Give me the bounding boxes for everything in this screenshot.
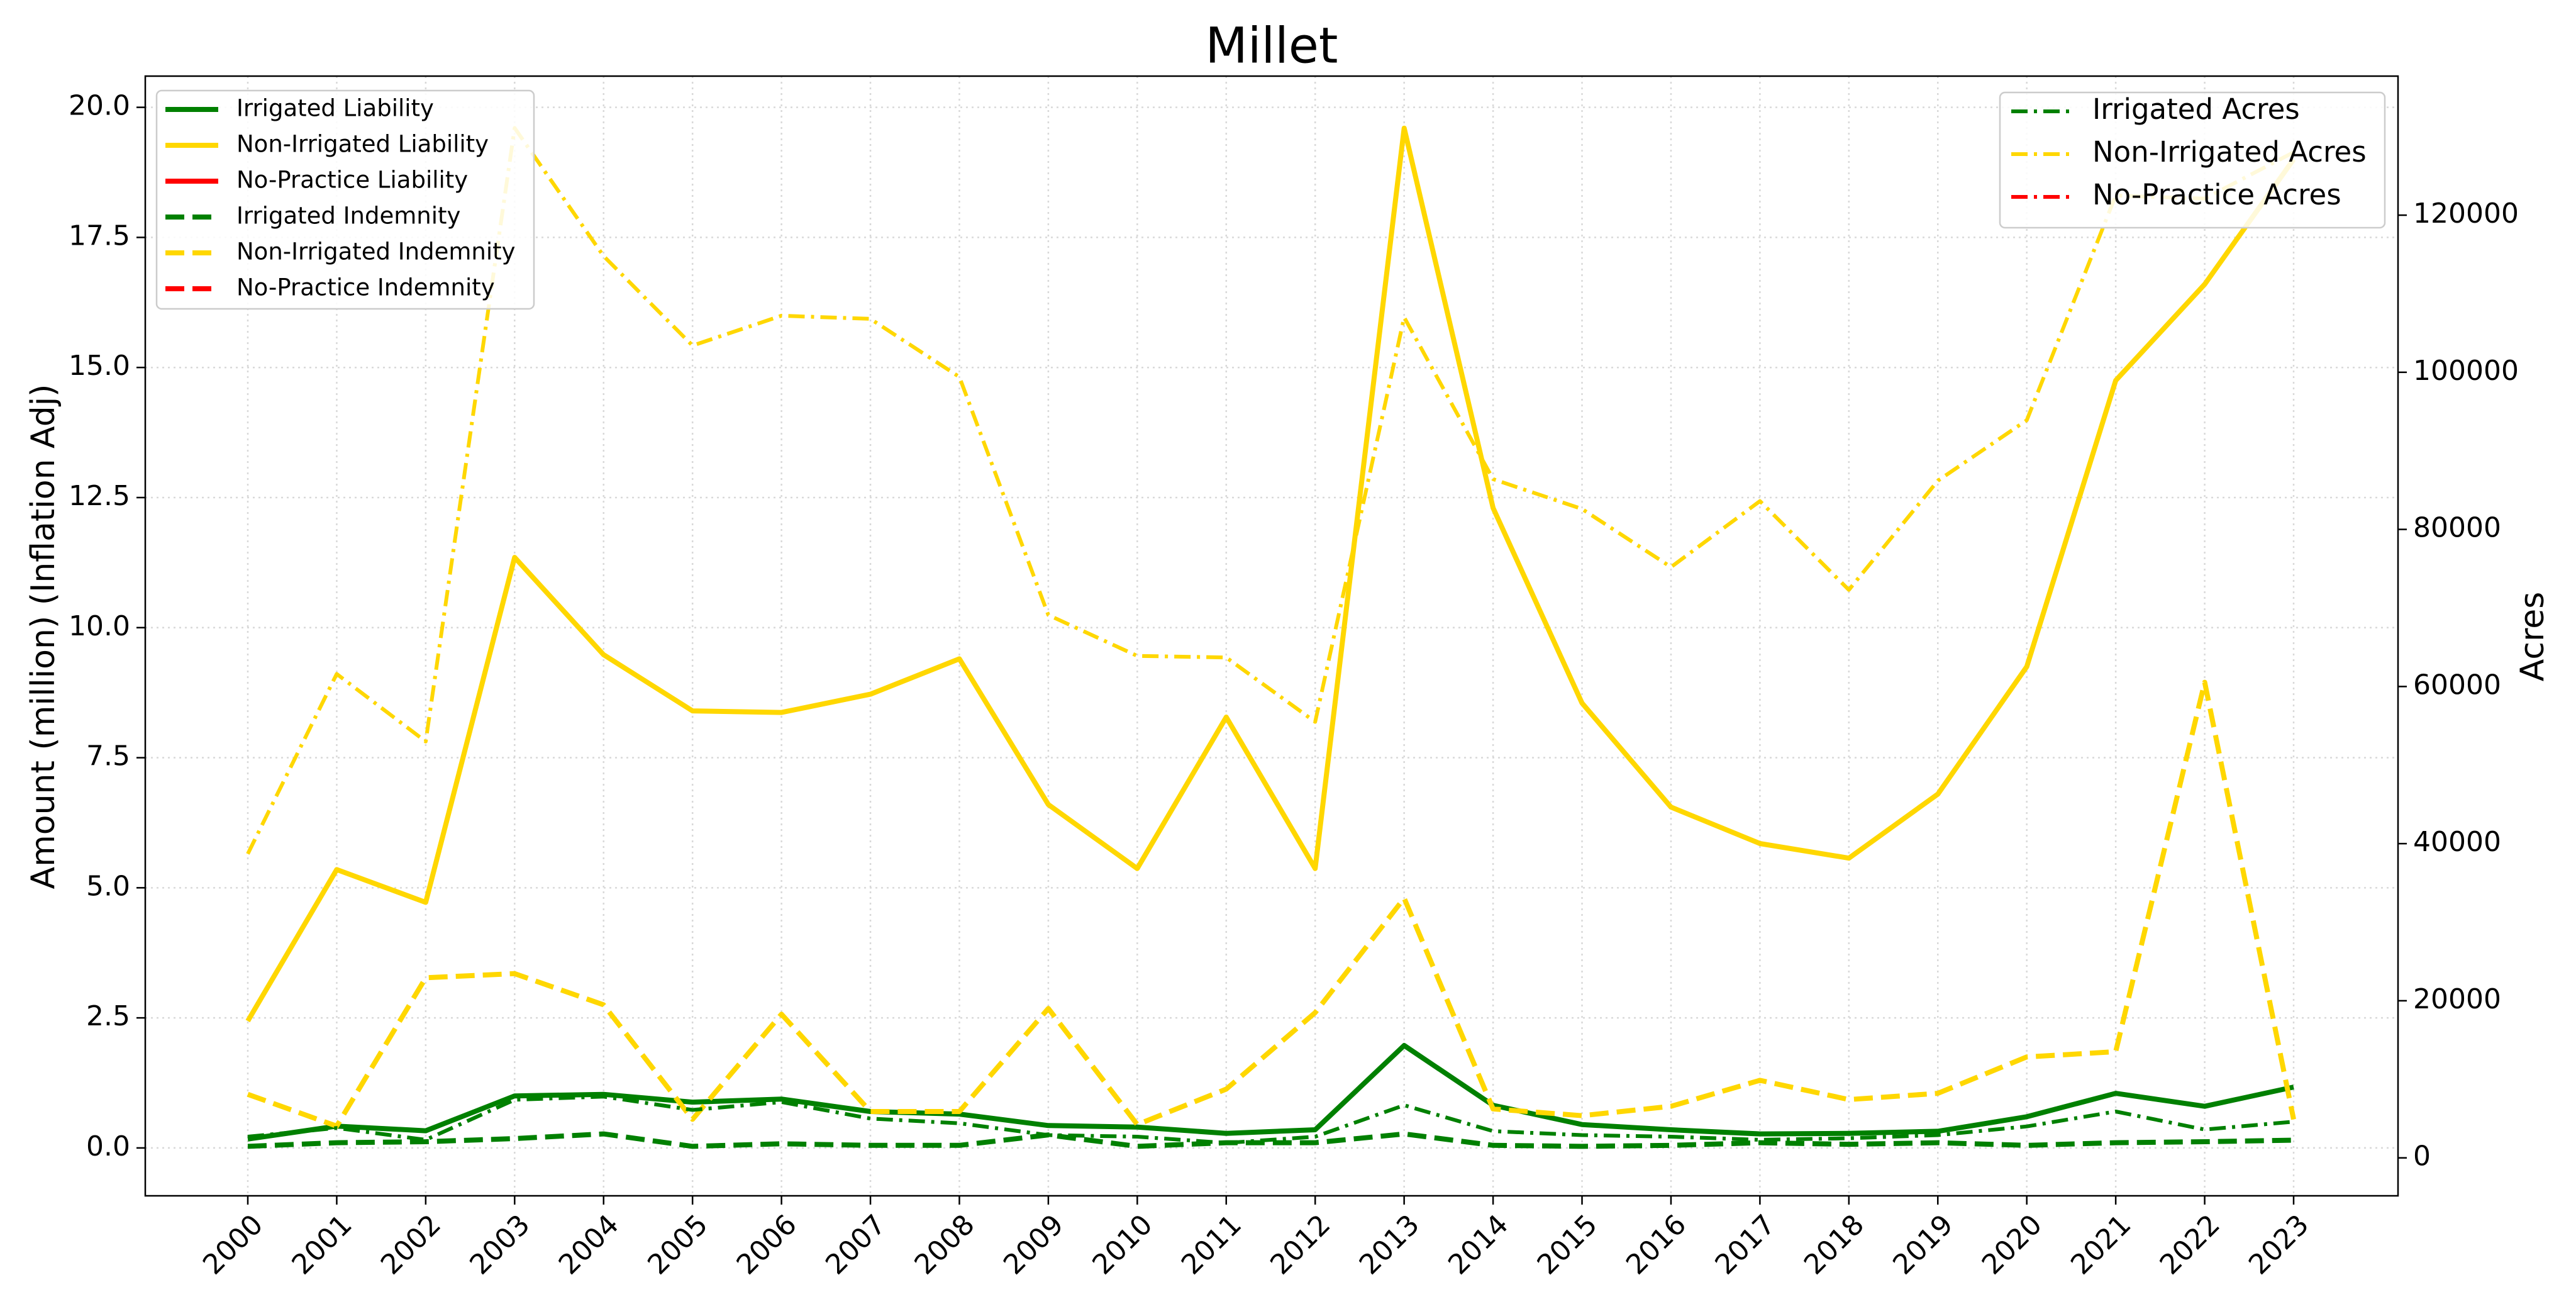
x-tick-label: 2020 [1976,1208,2048,1281]
series-line [247,1131,2294,1149]
y2-tick-label: 100000 [2413,355,2519,387]
x-tick-label: 2006 [731,1208,803,1281]
y-tick-label: 5.0 [86,870,130,902]
series-line [247,1043,2294,1142]
y-tick-label: 15.0 [69,350,130,382]
x-tick-label: 2001 [286,1208,358,1281]
x-tick-label: 2021 [2065,1208,2137,1281]
legend-label: Irrigated Indemnity [236,203,460,230]
y2-tick-label: 80000 [2413,512,2501,544]
y-tick-label: 10.0 [69,610,130,642]
y2-axis-label: Acres [2514,592,2551,682]
x-tick-label: 2012 [1264,1208,1336,1281]
x-tick-label: 2013 [1353,1208,1426,1281]
legend-label: Non-Irrigated Liability [236,131,489,158]
legend-box [155,89,535,310]
legend-label: Non-Irrigated Acres [2092,135,2367,169]
x-tick-label: 2022 [2154,1208,2226,1281]
y2-tick-label: 120000 [2413,198,2519,230]
y-tick-label: 17.5 [69,220,130,252]
y-axis-label: Amount (million) (Inflation Adj) [25,384,62,889]
legend-label: Irrigated Acres [2092,92,2300,126]
plot-frame [144,75,2399,1197]
x-tick-label: 2009 [997,1208,1070,1281]
x-tick-label: 2018 [1798,1208,1870,1281]
x-tick-label: 2005 [641,1208,714,1281]
legend-label: Non-Irrigated Indemnity [236,238,516,265]
x-tick-label: 2003 [464,1208,536,1281]
x-tick-label: 2004 [553,1208,625,1281]
series-line [246,126,2295,855]
y2-tick-label: 60000 [2413,669,2501,701]
x-tick-label: 2019 [1887,1208,1959,1281]
legend-label: No-Practice Indemnity [236,274,495,301]
x-tick-label: 2015 [1531,1208,1604,1281]
legend-label: Irrigated Liability [236,95,434,122]
x-tick-label: 2002 [375,1208,447,1281]
x-tick-label: 2007 [819,1208,892,1281]
series-line [247,679,2296,1129]
x-tick-label: 2011 [1175,1208,1248,1281]
legend-box [1999,91,2386,229]
x-tick-label: 2008 [908,1208,980,1281]
legend-label: No-Practice Acres [2092,178,2341,211]
y-tick-label: 0.0 [86,1130,130,1162]
y2-tick-label: 0 [2413,1140,2431,1173]
y-tick-label: 20.0 [69,90,130,122]
series-line [247,1095,2294,1145]
x-tick-label: 2014 [1442,1208,1514,1281]
x-tick-label: 2010 [1086,1208,1158,1281]
y2-tick-label: 20000 [2413,983,2501,1015]
chart-title: Millet [1206,18,1338,74]
y-tick-label: 12.5 [69,480,130,512]
x-tick-label: 2016 [1620,1208,1692,1281]
series-line [245,125,2296,1023]
legend-label: No-Practice Liability [236,167,468,194]
y2-tick-label: 40000 [2413,826,2501,858]
x-tick-label: 2023 [2243,1208,2315,1281]
x-tick-label: 2017 [1709,1208,1781,1281]
y-tick-label: 2.5 [86,1000,130,1032]
x-tick-label: 2000 [197,1208,269,1281]
y-tick-label: 7.5 [86,740,130,772]
